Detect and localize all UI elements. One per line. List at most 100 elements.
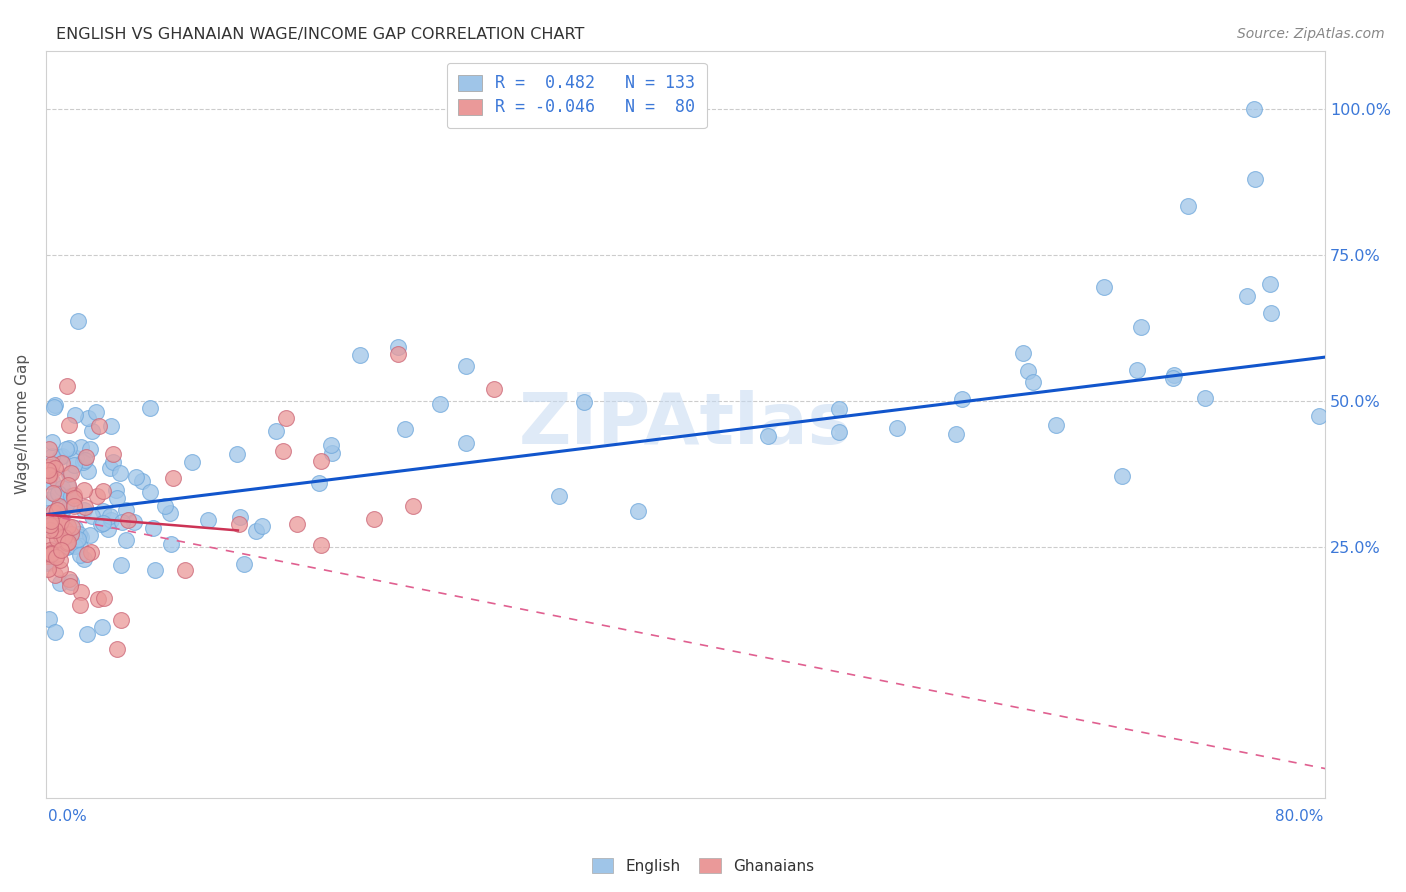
Point [97,522,120,536]
Point [51,456,73,470]
Point [38,468,60,483]
Point [37,463,59,477]
Point [482,382,505,396]
Point [73,502,96,516]
Point [429,397,451,411]
Point [45,549,67,564]
Point [38,612,60,626]
Legend: R =  0.482   N = 133, R = -0.046   N =  80: R = 0.482 N = 133, R = -0.046 N = 80 [447,62,707,128]
Point [142,521,165,535]
Point [38,555,60,569]
Point [87,592,110,607]
Point [105,491,128,505]
Point [44,625,66,640]
Point [39,513,62,527]
Point [41,475,63,489]
Point [245,524,267,538]
Point [1012,346,1035,360]
Point [49,450,72,464]
Point [73,551,96,566]
Point [84,405,107,419]
Point [65,451,87,466]
Point [100,513,122,527]
Point [1236,289,1258,303]
Point [65,539,87,553]
Point [86,489,108,503]
Point [48,516,70,531]
Point [55,379,77,393]
Point [59,467,82,481]
Point [454,359,477,373]
Point [401,499,423,513]
Point [44,460,66,475]
Point [79,442,101,457]
Point [67,526,90,541]
Point [287,517,309,532]
Point [311,538,333,552]
Point [454,436,477,450]
Point [46,524,69,539]
Point [828,402,851,417]
Point [42,505,65,519]
Point [41,449,63,463]
Point [37,549,59,563]
Point [75,500,97,514]
Point [37,474,59,488]
Point [363,511,385,525]
Point [37,493,59,508]
Point [56,477,79,491]
Point [1163,370,1185,384]
Point [174,563,197,577]
Point [271,443,294,458]
Point [62,499,84,513]
Point [1308,409,1330,423]
Point [82,509,104,524]
Point [100,461,122,475]
Point [55,498,77,512]
Point [125,470,148,484]
Point [39,547,62,561]
Point [51,542,73,557]
Point [828,425,851,440]
Point [37,556,59,570]
Point [1244,172,1267,186]
Point [69,598,91,612]
Point [319,438,342,452]
Point [309,454,332,468]
Point [115,533,138,548]
Point [1125,363,1147,377]
Point [143,563,166,577]
Point [159,506,181,520]
Point [1258,277,1281,292]
Point [38,523,60,537]
Point [73,452,96,467]
Point [41,434,63,449]
Point [101,447,124,461]
Point [70,440,93,454]
Point [49,516,72,531]
Point [59,497,82,511]
Point [55,442,77,456]
Point [37,507,59,521]
Point [180,455,202,469]
Point [80,425,103,439]
Point [572,394,595,409]
Point [139,401,162,415]
Point [58,572,80,586]
Point [950,392,973,407]
Point [110,558,132,572]
Point [45,506,67,520]
Point [59,579,82,593]
Point [63,521,86,535]
Point [38,467,60,482]
Point [122,515,145,529]
Point [58,467,80,482]
Point [62,491,84,505]
Point [274,411,297,425]
Point [100,418,122,433]
Text: ZIPAtlas: ZIPAtlas [519,390,852,458]
Point [76,547,98,561]
Point [70,530,93,544]
Point [1194,391,1216,405]
Point [37,522,59,536]
